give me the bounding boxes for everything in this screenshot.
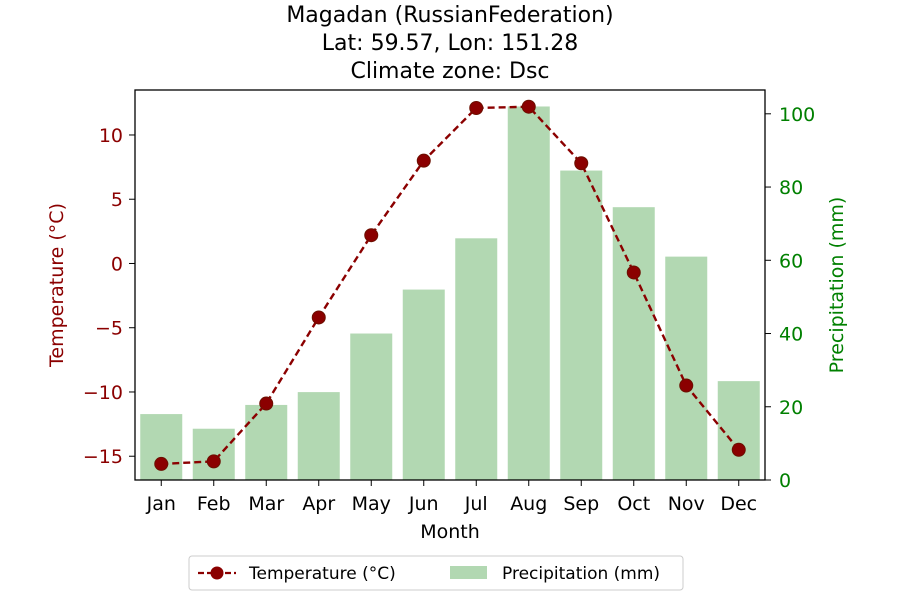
precipitation-tick-label: 100 bbox=[779, 104, 815, 126]
x-tick-label-feb: Feb bbox=[197, 493, 231, 515]
plot-frame bbox=[134, 89, 766, 481]
temperature-tick-label: −5 bbox=[95, 318, 123, 340]
precipitation-bar-dec bbox=[717, 381, 760, 480]
temperature-tick-label: 10 bbox=[99, 125, 123, 147]
temperature-series bbox=[154, 99, 746, 471]
precipitation-tick-label: 80 bbox=[779, 177, 803, 199]
chart-title: Magadan (RussianFederation) Lat: 59.57, … bbox=[286, 3, 613, 84]
temperature-axis-label: Temperature (°C) bbox=[46, 203, 68, 368]
precipitation-tick-label: 20 bbox=[779, 397, 803, 419]
temperature-point-dec bbox=[731, 442, 746, 457]
precipitation-bar-jul bbox=[455, 238, 498, 480]
x-axis-label: Month bbox=[420, 521, 480, 543]
precipitation-bar-feb bbox=[192, 428, 235, 480]
x-tick-label-dec: Dec bbox=[720, 493, 757, 515]
temperature-line bbox=[161, 105, 740, 466]
x-tick-label-oct: Oct bbox=[617, 493, 650, 515]
temperature-point-sep bbox=[574, 156, 589, 171]
temperature-point-jul bbox=[469, 100, 484, 115]
temperature-point-jun bbox=[416, 153, 431, 168]
precipitation-bar-aug bbox=[507, 106, 550, 480]
legend-precipitation-patch bbox=[450, 566, 487, 579]
precipitation-bar-may bbox=[350, 333, 393, 480]
precipitation-tick-label: 60 bbox=[779, 250, 803, 272]
title-line-2: Lat: 59.57, Lon: 151.28 bbox=[322, 31, 578, 56]
precipitation-bar-apr bbox=[297, 392, 340, 480]
precipitation-bar-mar bbox=[245, 404, 288, 480]
legend-box bbox=[188, 555, 684, 591]
temperature-point-jan bbox=[154, 456, 169, 471]
title-line-3: Climate zone: Dsc bbox=[350, 59, 549, 84]
temperature-point-feb bbox=[206, 454, 221, 469]
x-tick-label-nov: Nov bbox=[668, 493, 705, 515]
title-line-1: Magadan (RussianFederation) bbox=[286, 3, 613, 28]
temperature-point-apr bbox=[311, 310, 326, 325]
x-tick-label-may: May bbox=[352, 493, 391, 515]
temperature-tick-label: 0 bbox=[111, 253, 123, 275]
precipitation-bar-jun bbox=[402, 289, 445, 480]
temperature-tick-label: −15 bbox=[83, 446, 123, 468]
precipitation-bar-oct bbox=[612, 207, 655, 480]
temperature-point-oct bbox=[626, 265, 641, 280]
temperature-tick-label: 5 bbox=[111, 189, 123, 211]
x-tick-label-jan: Jan bbox=[146, 493, 176, 515]
x-tick-label-mar: Mar bbox=[248, 493, 284, 515]
temperature-point-nov bbox=[679, 378, 694, 393]
x-tick-label-jul: Jul bbox=[464, 493, 488, 515]
temperature-point-may bbox=[364, 228, 379, 243]
temperature-point-aug bbox=[521, 99, 536, 114]
precipitation-axis-label: Precipitation (mm) bbox=[826, 197, 848, 374]
legend-precipitation-label: Precipitation (mm) bbox=[502, 564, 660, 584]
x-tick-label-apr: Apr bbox=[302, 493, 335, 515]
precipitation-bar-nov bbox=[665, 256, 708, 480]
precipitation-bars bbox=[140, 106, 760, 480]
x-tick-label-jun: Jun bbox=[408, 493, 439, 515]
legend-temperature-marker bbox=[210, 566, 224, 580]
precipitation-bar-sep bbox=[560, 170, 603, 480]
temperature-tick-label: −10 bbox=[83, 382, 123, 404]
legend-temperature-label: Temperature (°C) bbox=[248, 564, 396, 584]
x-tick-label-sep: Sep bbox=[563, 493, 599, 515]
x-axis: Jan Feb Mar Apr May Jun Jul Aug Sep Oct Nov Dec bbox=[146, 480, 757, 515]
temperature-point-mar bbox=[259, 396, 274, 411]
temperature-axis: −15 −10 −5 0 5 10 bbox=[83, 125, 135, 468]
precipitation-axis: 0 20 40 60 80 100 bbox=[765, 104, 815, 492]
precipitation-tick-label: 0 bbox=[779, 470, 791, 492]
legend: Temperature (°C) Precipitation (mm) bbox=[188, 555, 684, 591]
x-tick-label-aug: Aug bbox=[510, 493, 547, 515]
precipitation-tick-label: 40 bbox=[779, 324, 803, 346]
